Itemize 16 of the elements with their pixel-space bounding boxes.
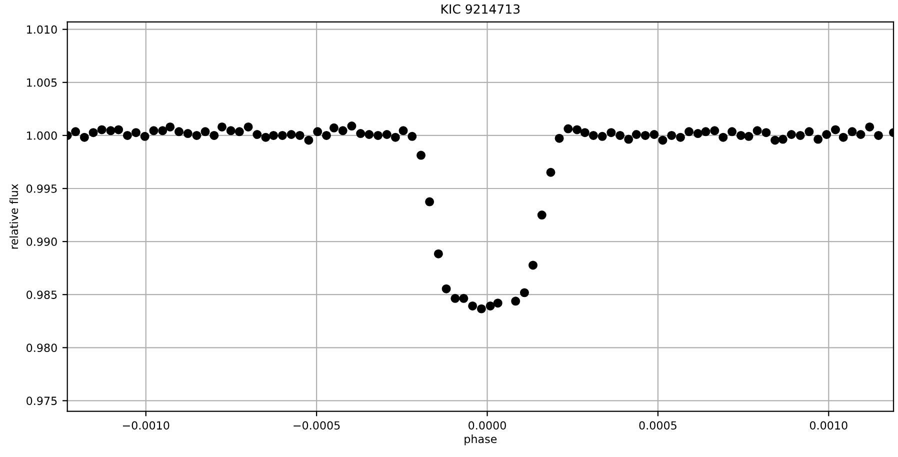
x-tick-label: 0.0010 bbox=[810, 421, 848, 430]
x-tick-label: 0.0005 bbox=[639, 421, 676, 430]
chart-title: KIC 9214713 bbox=[442, 4, 520, 14]
x-tick-label: 0.0000 bbox=[468, 421, 506, 430]
x-axis-title: phase bbox=[464, 434, 497, 446]
y-tick-label: 0.995 bbox=[26, 184, 57, 193]
x-tick-label: −0.0005 bbox=[294, 421, 340, 430]
x-tick-label: −0.0010 bbox=[122, 421, 170, 430]
y-tick-label: 0.975 bbox=[26, 396, 57, 406]
y-tick-label: 0.990 bbox=[26, 238, 57, 246]
y-axis-title: relative flux bbox=[10, 184, 18, 249]
y-tick-label: 1.005 bbox=[27, 78, 57, 87]
y-tick-label: 1.010 bbox=[27, 25, 57, 34]
y-tick-label: 1.000 bbox=[27, 131, 57, 140]
y-tick-label: 0.980 bbox=[26, 344, 57, 352]
y-tick-label: 0.985 bbox=[26, 290, 57, 299]
